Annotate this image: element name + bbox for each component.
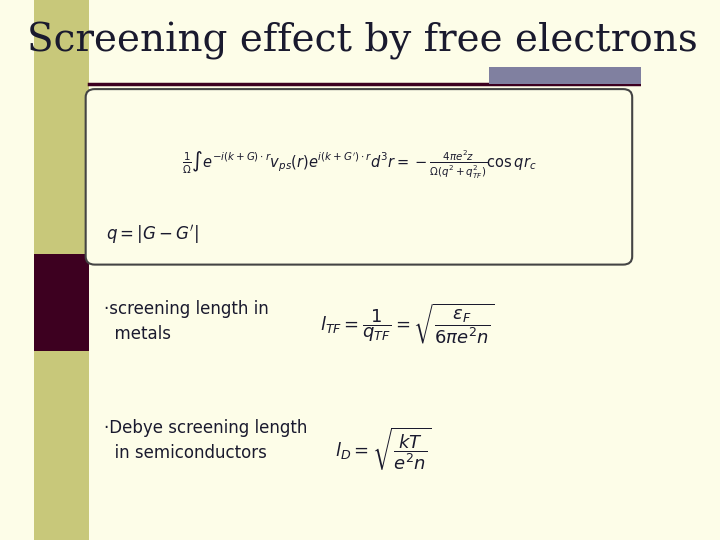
Text: $q = |G - G'|$: $q = |G - G'|$ bbox=[106, 224, 199, 246]
Text: $l_{TF} = \dfrac{1}{q_{TF}} = \sqrt{\dfrac{\varepsilon_F}{6\pi e^2 n}}$: $l_{TF} = \dfrac{1}{q_{TF}} = \sqrt{\dfr… bbox=[320, 302, 495, 346]
Bar bbox=[490, 68, 642, 84]
Text: ·Debye screening length
  in semiconductors: ·Debye screening length in semiconductor… bbox=[104, 418, 307, 462]
Text: $\frac{1}{\Omega}\int e^{-i(k+G)\cdot r}v_{ps}(r)e^{i(k+G')\cdot r}d^3r = -\frac: $\frac{1}{\Omega}\int e^{-i(k+G)\cdot r}… bbox=[181, 148, 536, 181]
Bar bbox=[34, 254, 89, 351]
Text: $l_D = \sqrt{\dfrac{kT}{e^2 n}}$: $l_D = \sqrt{\dfrac{kT}{e^2 n}}$ bbox=[335, 425, 431, 471]
FancyBboxPatch shape bbox=[86, 89, 632, 265]
Text: Screening effect by free electrons: Screening effect by free electrons bbox=[27, 22, 698, 59]
Bar bbox=[34, 0, 89, 540]
Text: ·screening length in
  metals: ·screening length in metals bbox=[104, 300, 269, 343]
